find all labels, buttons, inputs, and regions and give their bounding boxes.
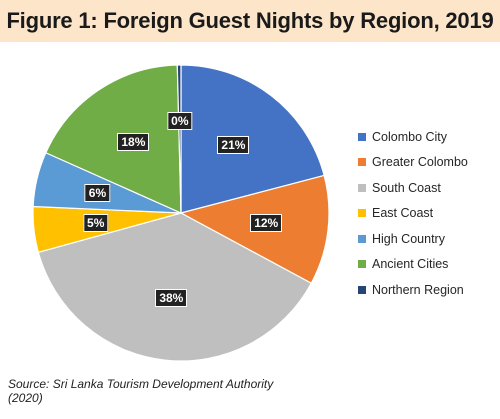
legend-swatch <box>358 260 366 269</box>
legend-item-high-country: High Country <box>358 226 468 252</box>
legend-label: Northern Region <box>372 282 464 297</box>
data-label-east-coast: 5% <box>83 213 109 232</box>
legend-item-greater-colombo: Greater Colombo <box>358 150 468 176</box>
legend-item-south-coast: South Coast <box>358 175 468 201</box>
title-bar: Figure 1: Foreign Guest Nights by Region… <box>0 0 500 42</box>
chart-area: Colombo City Greater Colombo South Coast Ea… <box>0 42 500 372</box>
data-label-high-country: 6% <box>84 184 111 203</box>
legend-label: Ancient Cities <box>372 257 449 272</box>
pie-chart <box>32 64 330 362</box>
chart-title: Figure 1: Foreign Guest Nights by Region… <box>6 8 494 33</box>
pie-slice-colombo-city <box>180 64 325 214</box>
data-label-greater-colombo: 12% <box>250 214 283 233</box>
legend-label: Greater Colombo <box>372 155 468 170</box>
data-label-south-coast: 38% <box>155 289 188 308</box>
legend-swatch <box>358 234 366 243</box>
legend-item-northern-region: Northern Region <box>358 277 468 303</box>
source-note: Source: Sri Lanka Tourism Development Au… <box>8 377 274 405</box>
legend-item-colombo-city: Colombo City <box>358 124 468 150</box>
pie-slice-south-coast <box>37 212 313 362</box>
legend-label: South Coast <box>372 180 441 195</box>
legend-item-ancient-cities: Ancient Cities <box>358 252 468 278</box>
legend-swatch <box>358 285 366 294</box>
data-label-northern-region: 0% <box>167 112 193 131</box>
legend-swatch <box>358 183 366 192</box>
legend-label: East Coast <box>372 206 434 221</box>
legend-label: High Country <box>372 231 445 246</box>
legend-swatch <box>358 132 366 141</box>
pie-slice-northern-region <box>176 64 182 214</box>
legend: Colombo City Greater Colombo South Coast Ea… <box>358 124 468 303</box>
legend-swatch <box>358 158 366 167</box>
legend-label: Colombo City <box>372 129 448 144</box>
data-label-ancient-cities: 18% <box>117 132 150 151</box>
legend-item-east-coast: East Coast <box>358 201 468 227</box>
data-label-colombo-city: 21% <box>217 136 250 155</box>
pie-slice-ancient-cities <box>45 64 182 214</box>
legend-swatch <box>358 209 366 218</box>
